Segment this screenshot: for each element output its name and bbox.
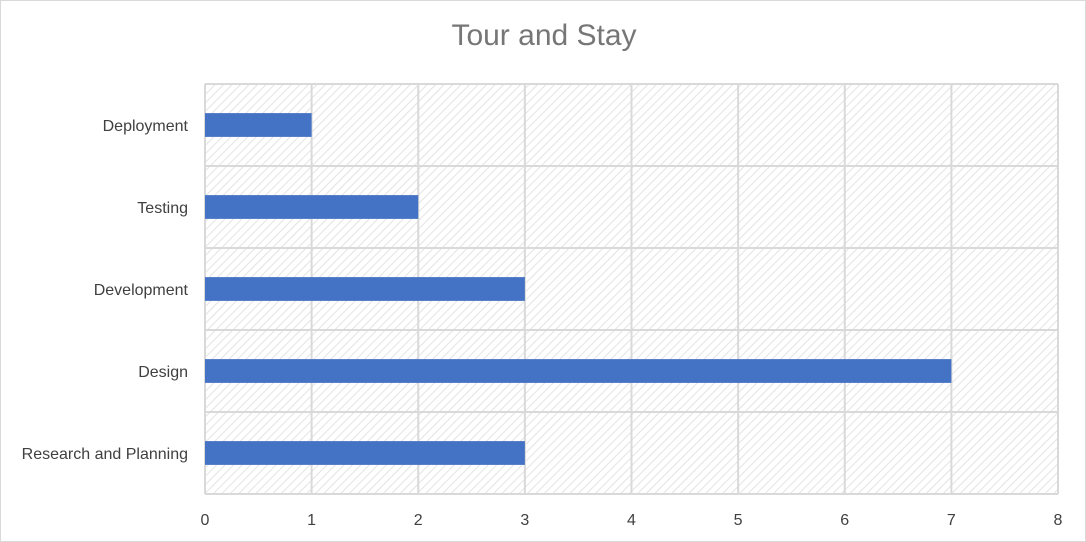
x-tick-label: 2 <box>414 512 423 529</box>
category-label: Development <box>94 282 189 299</box>
bar-design <box>205 359 952 383</box>
x-tick-label: 5 <box>734 512 743 529</box>
category-label: Testing <box>137 200 188 217</box>
bar-deployment <box>205 113 312 137</box>
grid-lines <box>204 83 1059 495</box>
category-label: Deployment <box>103 118 189 135</box>
bar-testing <box>205 195 419 219</box>
x-tick-label: 0 <box>201 512 210 529</box>
x-tick-label: 3 <box>520 512 529 529</box>
x-tick-label: 1 <box>307 512 316 529</box>
x-tick-label: 8 <box>1054 512 1063 529</box>
bar-development <box>205 277 525 301</box>
axis-labels: 0 1 2 3 4 5 6 7 8 Research and Planning Design Deve… <box>22 118 1063 529</box>
category-label: Research and Planning <box>22 446 188 463</box>
chart-title: Tour and Stay <box>451 19 637 52</box>
bar-research-and-planning <box>205 441 525 465</box>
x-tick-label: 7 <box>947 512 956 529</box>
x-tick-label: 6 <box>840 512 849 529</box>
category-label: Design <box>138 364 188 381</box>
x-tick-label: 4 <box>627 512 636 529</box>
bars <box>205 113 952 465</box>
